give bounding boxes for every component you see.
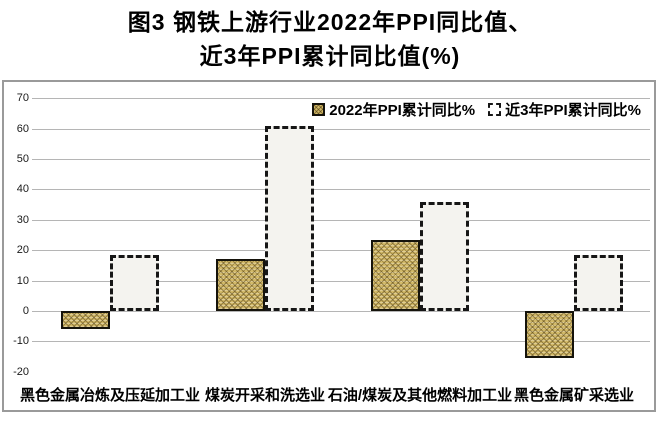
legend-label: 2022年PPI累计同比% (329, 102, 476, 119)
bar-3yr (420, 202, 469, 311)
gridline-10 (32, 281, 650, 282)
gridline-20 (32, 250, 650, 251)
gridline--10 (32, 341, 650, 342)
bar-3yr (265, 126, 314, 311)
gridline-30 (32, 220, 650, 221)
figure-title: 图3 钢铁上游行业2022年PPI同比值、 近3年PPI累计同比值(%) (0, 5, 660, 73)
bar-2022 (371, 240, 420, 311)
legend-swatch-2022-icon (312, 103, 326, 116)
y-tick-label: 50 (16, 153, 29, 165)
y-tick-label: 20 (16, 244, 29, 256)
gridline-40 (32, 189, 650, 190)
legend-item-3yr: 近3年PPI累计同比% (488, 99, 641, 120)
gridline-0 (32, 311, 650, 312)
category-label: 石油/煤炭及其他燃料加工业 (327, 387, 513, 404)
bar-3yr (574, 255, 623, 311)
category-label: 黑色金属冶炼及压延加工业 (19, 387, 201, 404)
gridline-60 (32, 129, 650, 130)
gridline-50 (32, 159, 650, 160)
figure-title-line1: 图3 钢铁上游行业2022年PPI同比值、 (127, 9, 533, 35)
legend-item-2022: 2022年PPI累计同比% (312, 99, 475, 120)
y-tick-label: -20 (13, 366, 29, 378)
y-tick-label: 70 (16, 92, 29, 104)
chart-frame: 70 60 50 40 30 20 10 0 -10 -20 黑色金属冶炼及压延加工业 煤炭开采和洗选… (2, 80, 656, 412)
legend: 2022年PPI累计同比% 近3年PPI累计同比% (312, 99, 641, 120)
bar-2022 (525, 311, 574, 358)
plot-area: 70 60 50 40 30 20 10 0 -10 -20 黑色金属冶炼及压延加工业 煤炭开采和洗选… (4, 82, 654, 410)
category-label: 黑色金属矿采选业 (513, 387, 635, 404)
gridline-70 (32, 98, 650, 99)
y-tick-label: 30 (16, 214, 29, 226)
y-tick-label: 10 (16, 275, 29, 287)
legend-swatch-3yr-icon (488, 103, 502, 116)
legend-label: 近3年PPI累计同比% (505, 102, 641, 119)
y-tick-label: 40 (16, 183, 29, 195)
y-tick-label: -10 (13, 335, 29, 347)
category-label: 煤炭开采和洗选业 (204, 387, 326, 404)
y-tick-label: 0 (22, 305, 29, 317)
y-tick-label: 60 (16, 123, 29, 135)
figure-title-line2: 近3年PPI累计同比值(%) (199, 43, 461, 69)
bar-2022 (61, 311, 110, 329)
bar-3yr (110, 255, 159, 311)
bar-2022 (216, 259, 265, 311)
